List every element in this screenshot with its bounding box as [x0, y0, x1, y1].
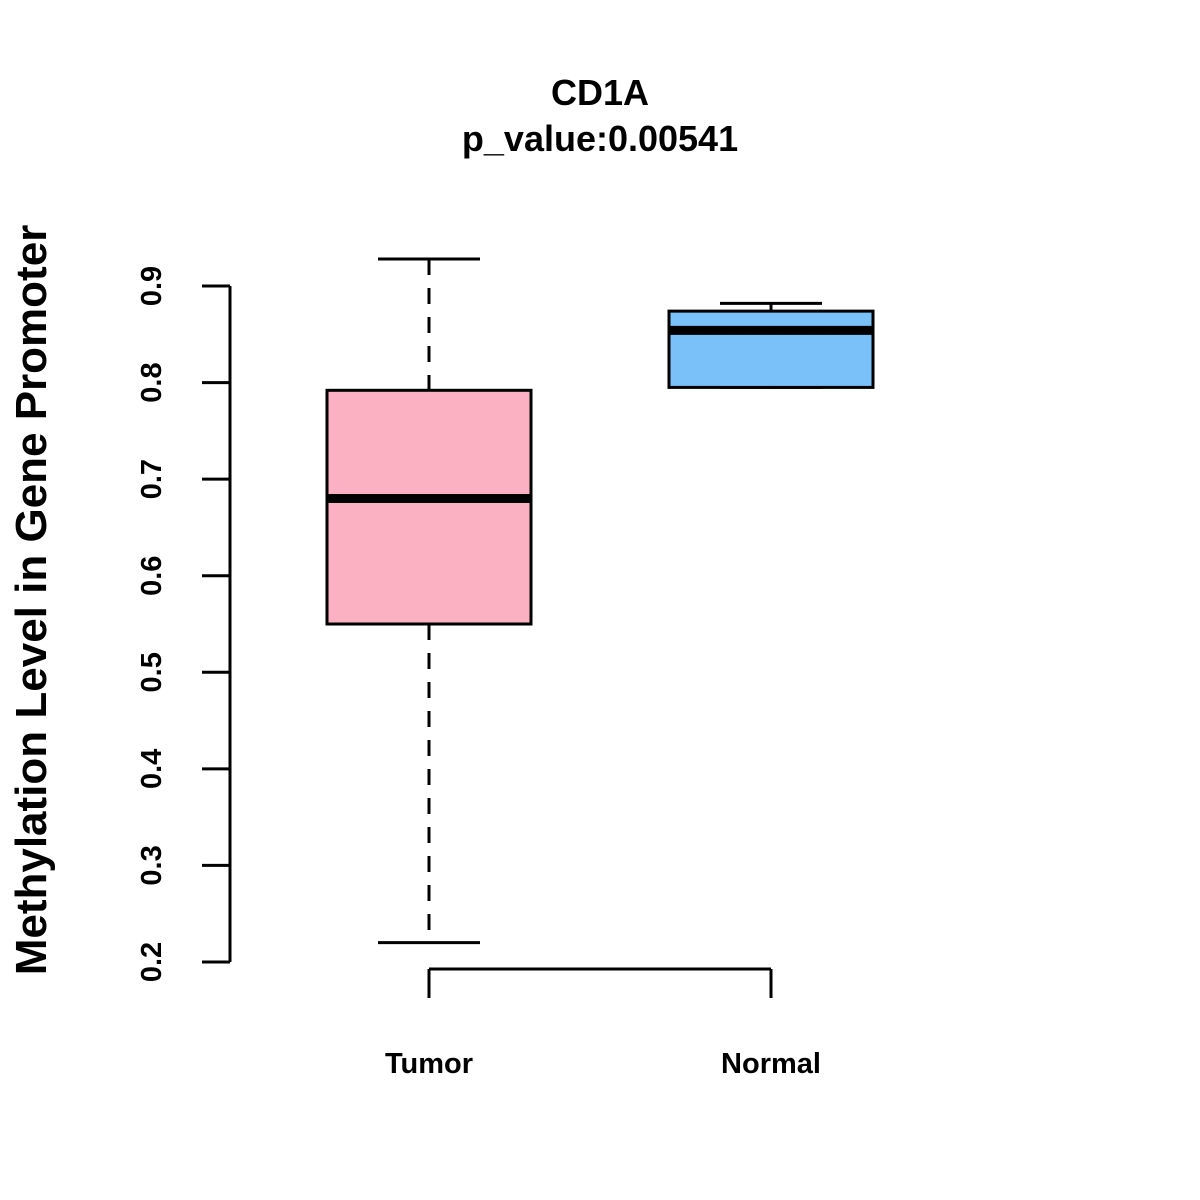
y-tick-label: 0.2: [136, 942, 168, 982]
chart-subtitle: p_value:0.00541: [462, 118, 738, 159]
chart-title: CD1A: [551, 72, 649, 113]
y-tick-label: 0.9: [136, 266, 168, 306]
boxes: [325, 257, 875, 945]
y-tick-label: 0.5: [136, 652, 168, 692]
y-tick-label: 0.3: [136, 845, 168, 885]
y-tick-label: 0.4: [136, 749, 168, 789]
x-tick-label: Normal: [721, 1048, 821, 1080]
y-tick-label: 0.8: [136, 362, 168, 402]
box-iqr: [667, 309, 875, 389]
box-tumor: [325, 257, 533, 945]
box-normal: [667, 301, 875, 389]
x-axis: Tumor Normal: [385, 967, 821, 1080]
y-tick-label: 0.6: [136, 556, 168, 596]
y-axis: 0.2 0.3 0.4 0.5 0.6 0.7 0.8 0.9: [136, 266, 232, 982]
x-tick-label: Tumor: [385, 1048, 473, 1080]
y-tick-label: 0.7: [136, 459, 168, 499]
box-iqr: [325, 388, 533, 626]
y-axis-label: Methylation Level in Gene Promoter: [7, 225, 56, 976]
